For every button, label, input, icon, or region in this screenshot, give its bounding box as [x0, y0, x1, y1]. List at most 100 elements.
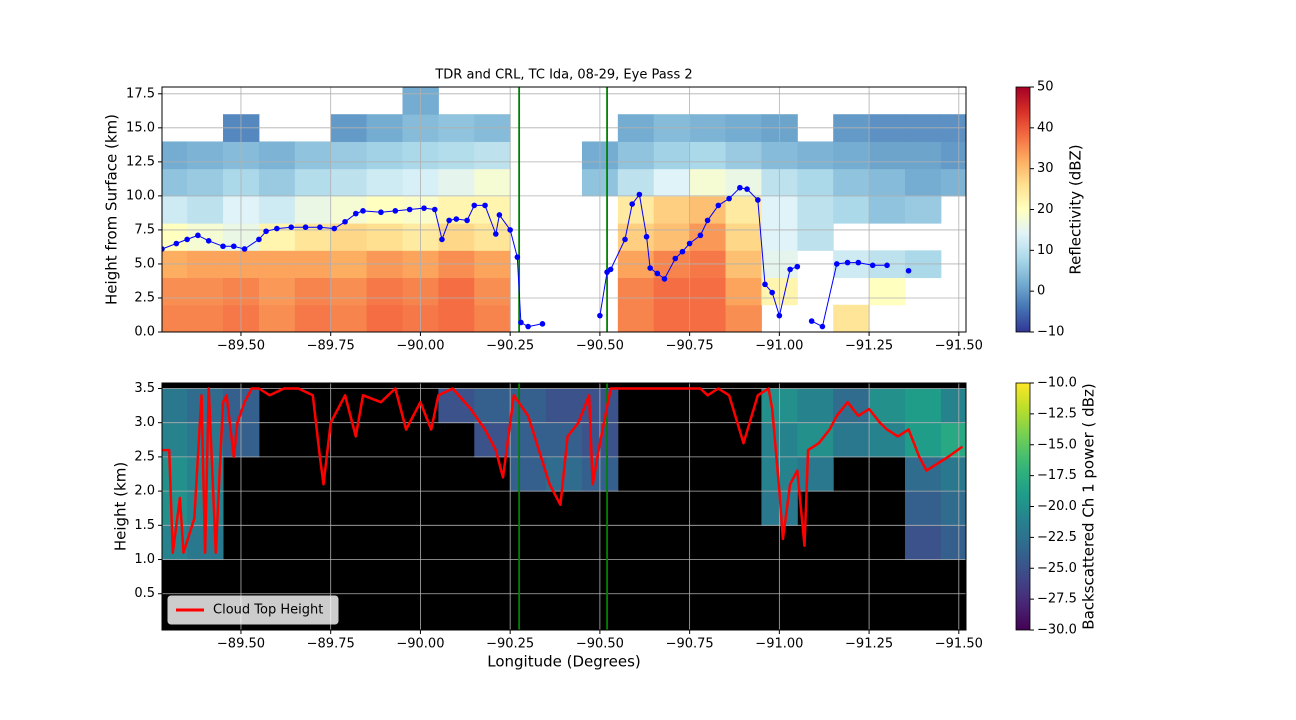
heatmap-cell	[904, 525, 942, 561]
y-tick-label: 3.0	[134, 415, 155, 430]
colorbar-tick-label: −15.0	[1037, 437, 1077, 452]
series-marker	[622, 236, 628, 243]
x-tick-label: −90.50	[576, 637, 624, 652]
series-marker	[173, 240, 180, 247]
heatmap-cell	[653, 304, 691, 332]
series-marker	[704, 217, 711, 224]
heatmap-cell	[187, 277, 224, 306]
series-marker	[737, 184, 743, 191]
x-tick-label: −90.25	[486, 637, 534, 652]
series-marker	[643, 233, 650, 240]
x-tick-label: −90.00	[396, 637, 444, 652]
series-marker	[808, 318, 815, 324]
colorbar-tick-label: −30.0	[1037, 623, 1077, 638]
series-marker	[726, 195, 732, 202]
heatmap-cell	[833, 168, 870, 197]
y-tick-label: 5.0	[134, 256, 155, 271]
series-marker	[317, 224, 323, 230]
series-marker	[453, 216, 460, 222]
heatmap-cell	[653, 223, 691, 251]
heatmap-cell	[833, 422, 870, 458]
heatmap-cell	[366, 168, 403, 197]
heatmap-cell	[725, 304, 762, 332]
colorbar-tick-label: 50	[1037, 80, 1054, 95]
heatmap-cell	[162, 277, 188, 306]
heatmap-cell	[474, 277, 511, 306]
colorbar-tick-label: 0	[1037, 284, 1045, 299]
series-marker	[905, 267, 912, 274]
y-tick-label: 17.5	[126, 86, 155, 101]
heatmap-cell	[797, 456, 834, 492]
colorbar	[1015, 86, 1031, 333]
series-marker	[302, 224, 309, 230]
heatmap-cell	[940, 525, 966, 561]
colorbar-tick-label: −12.5	[1037, 406, 1077, 421]
series-marker	[241, 246, 248, 252]
series-marker	[360, 208, 366, 214]
heatmap-cell	[797, 168, 834, 197]
series-marker	[819, 323, 826, 330]
colorbar-tick-label: −17.5	[1037, 468, 1077, 483]
heatmap-cell	[366, 223, 403, 251]
series-marker	[446, 217, 452, 224]
heatmap-cell	[546, 388, 583, 424]
series-marker	[755, 197, 761, 203]
x-tick-label: −89.75	[307, 637, 355, 652]
heatmap-cell	[617, 277, 655, 306]
series-marker	[539, 321, 546, 327]
heatmap-cell	[187, 388, 224, 424]
plot-area	[162, 87, 966, 332]
heatmap-cell	[187, 422, 224, 458]
x-tick-label: −90.75	[666, 339, 714, 354]
heatmap-cell	[294, 141, 332, 170]
heatmap-cell	[940, 491, 966, 526]
x-tick-label: −90.50	[576, 339, 624, 354]
heatmap-cell	[474, 168, 511, 197]
series-marker	[518, 319, 524, 326]
heatmap-cell	[653, 195, 691, 224]
series-marker	[794, 263, 801, 270]
heatmap-cell	[162, 168, 188, 197]
heatmap-cell	[187, 195, 224, 224]
series-marker	[647, 265, 653, 271]
heatmap-cell	[833, 195, 870, 224]
series-marker	[342, 218, 348, 225]
heatmap-cell	[904, 422, 942, 458]
heatmap-cell	[474, 141, 511, 170]
heatmap-cell	[366, 304, 403, 332]
heatmap-cell	[833, 304, 870, 332]
heatmap-cell	[258, 141, 296, 170]
x-tick-label: −90.25	[486, 339, 534, 354]
y-tick-label: 1.5	[134, 518, 155, 533]
y-tick-label: 1.0	[134, 552, 155, 567]
heatmap-cell	[366, 277, 403, 306]
colorbar-label: Backscattered Ch 1 power ( dBz)	[1080, 383, 1098, 629]
chart-title: TDR and CRL, TC Ida, 08-29, Eye Pass 2	[434, 68, 692, 83]
heatmap-cell	[162, 422, 188, 458]
series-marker	[256, 236, 262, 243]
series-marker	[597, 312, 603, 319]
series-marker	[697, 232, 704, 239]
heatmap-cell	[510, 456, 547, 492]
colorbar-tick-label: −10	[1037, 325, 1064, 340]
series-marker	[162, 246, 165, 252]
heatmap-cell	[653, 141, 691, 170]
heatmap-cell	[162, 491, 188, 526]
heatmap-cell	[869, 388, 906, 424]
series-marker	[421, 205, 427, 211]
series-marker	[607, 266, 614, 273]
x-tick-label: −89.50	[217, 637, 265, 652]
heatmap-cell	[438, 168, 475, 197]
heatmap-cell	[294, 195, 332, 224]
heatmap-cell	[869, 422, 906, 458]
y-tick-label: 15.0	[126, 120, 155, 135]
series-marker	[353, 210, 359, 217]
series-marker	[762, 281, 768, 288]
series-marker	[464, 217, 470, 224]
heatmap-cell	[940, 388, 966, 424]
series-marker	[184, 236, 190, 243]
series-marker	[471, 202, 478, 209]
heatmap-cell	[689, 277, 727, 306]
x-tick-label: −90.75	[666, 637, 714, 652]
series-marker	[439, 236, 445, 243]
